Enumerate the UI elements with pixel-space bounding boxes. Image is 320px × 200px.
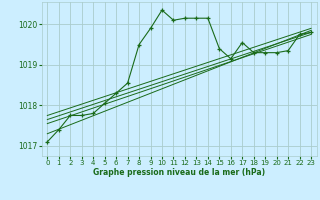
X-axis label: Graphe pression niveau de la mer (hPa): Graphe pression niveau de la mer (hPa) [93,168,265,177]
